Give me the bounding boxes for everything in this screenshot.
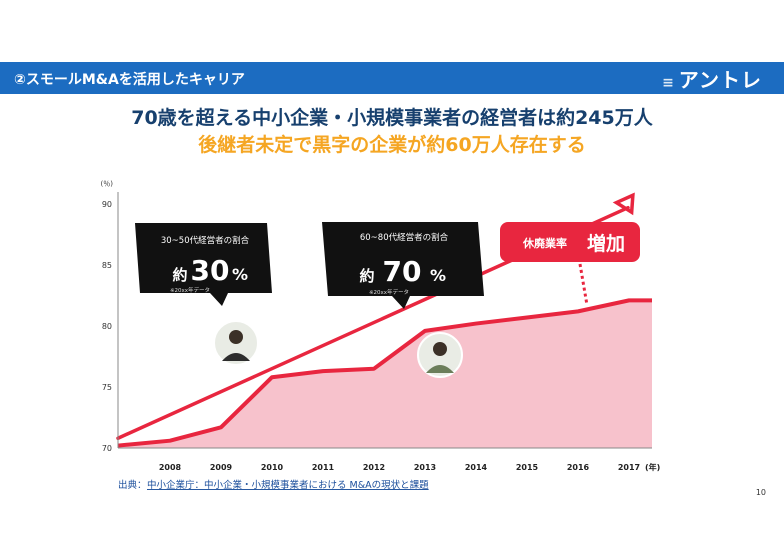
callout-prefix: 約 bbox=[359, 267, 374, 285]
x-tick-label: 2012 bbox=[363, 463, 385, 472]
source-prefix: 出典： bbox=[118, 479, 147, 491]
callout-label: 60~80代経営者の割合 bbox=[360, 232, 449, 243]
y-tick-label: 80 bbox=[102, 322, 112, 331]
badge-box bbox=[500, 222, 640, 262]
series-line bbox=[117, 298, 652, 448]
callout-unit: % bbox=[430, 266, 446, 285]
section-header-bar: ②スモールM&Aを活用したキャリア ≡ アントレ bbox=[0, 62, 784, 94]
source-link: 中小企業庁：中小企業・小規模事業者における M&Aの現状と課題 bbox=[147, 479, 429, 491]
callout-prefix: 約 bbox=[172, 266, 187, 284]
section-title: ②スモールM&Aを活用したキャリア bbox=[14, 72, 245, 88]
callout-unit: % bbox=[232, 265, 248, 284]
logo-mark-icon: ≡ bbox=[662, 75, 675, 91]
callout-bubble bbox=[135, 223, 272, 306]
brand-logo: ≡ アントレ bbox=[662, 64, 762, 93]
x-tick-label: 2016 bbox=[567, 463, 590, 472]
x-tick-label: 2017 bbox=[618, 463, 640, 472]
x-axis-unit: (年) bbox=[645, 462, 660, 472]
x-tick-label: 2014 bbox=[465, 463, 488, 472]
x-tick-label: 2009 bbox=[210, 463, 233, 472]
trend-arrow-head-icon bbox=[612, 192, 635, 216]
callout-label: 30~50代経営者の割合 bbox=[161, 235, 250, 246]
callout-value: 70 bbox=[383, 255, 422, 288]
person-head-icon bbox=[229, 330, 243, 344]
x-tick-label: 2010 bbox=[261, 463, 284, 472]
callout-note: ※20xx年データ bbox=[369, 288, 409, 296]
person-body-icon bbox=[222, 353, 250, 361]
headline-secondary: 後継者未定で黒字の企業が約60万人存在する bbox=[198, 134, 586, 156]
headline-primary: 70歳を超える中小企業・小規模事業者の経営者は約245万人 bbox=[131, 107, 653, 129]
callout-value: 30 bbox=[191, 254, 230, 287]
badge-text: 休廃業率 bbox=[522, 236, 567, 250]
x-tick-label: 2011 bbox=[312, 463, 335, 472]
brand-logo-text: アントレ bbox=[678, 68, 762, 92]
page-number: 10 bbox=[755, 488, 766, 497]
y-axis-unit: (％) bbox=[101, 180, 114, 188]
x-tick-label: 2015 bbox=[516, 463, 539, 472]
y-tick-label: 70 bbox=[102, 444, 112, 453]
y-tick-label: 85 bbox=[102, 261, 112, 270]
series-area bbox=[118, 300, 652, 448]
y-tick-label: 75 bbox=[102, 383, 112, 392]
callout-bubble bbox=[322, 222, 484, 309]
y-tick-label: 90 bbox=[102, 200, 112, 209]
badge-emphasis: 増加 bbox=[587, 232, 625, 255]
person-body-icon bbox=[426, 365, 454, 373]
x-tick-label: 2008 bbox=[159, 463, 182, 472]
person-head-icon bbox=[433, 342, 447, 356]
x-tick-label: 2013 bbox=[414, 463, 436, 472]
callout-note: ※20xx年データ bbox=[170, 286, 210, 294]
badge-pointer-line bbox=[578, 263, 589, 306]
